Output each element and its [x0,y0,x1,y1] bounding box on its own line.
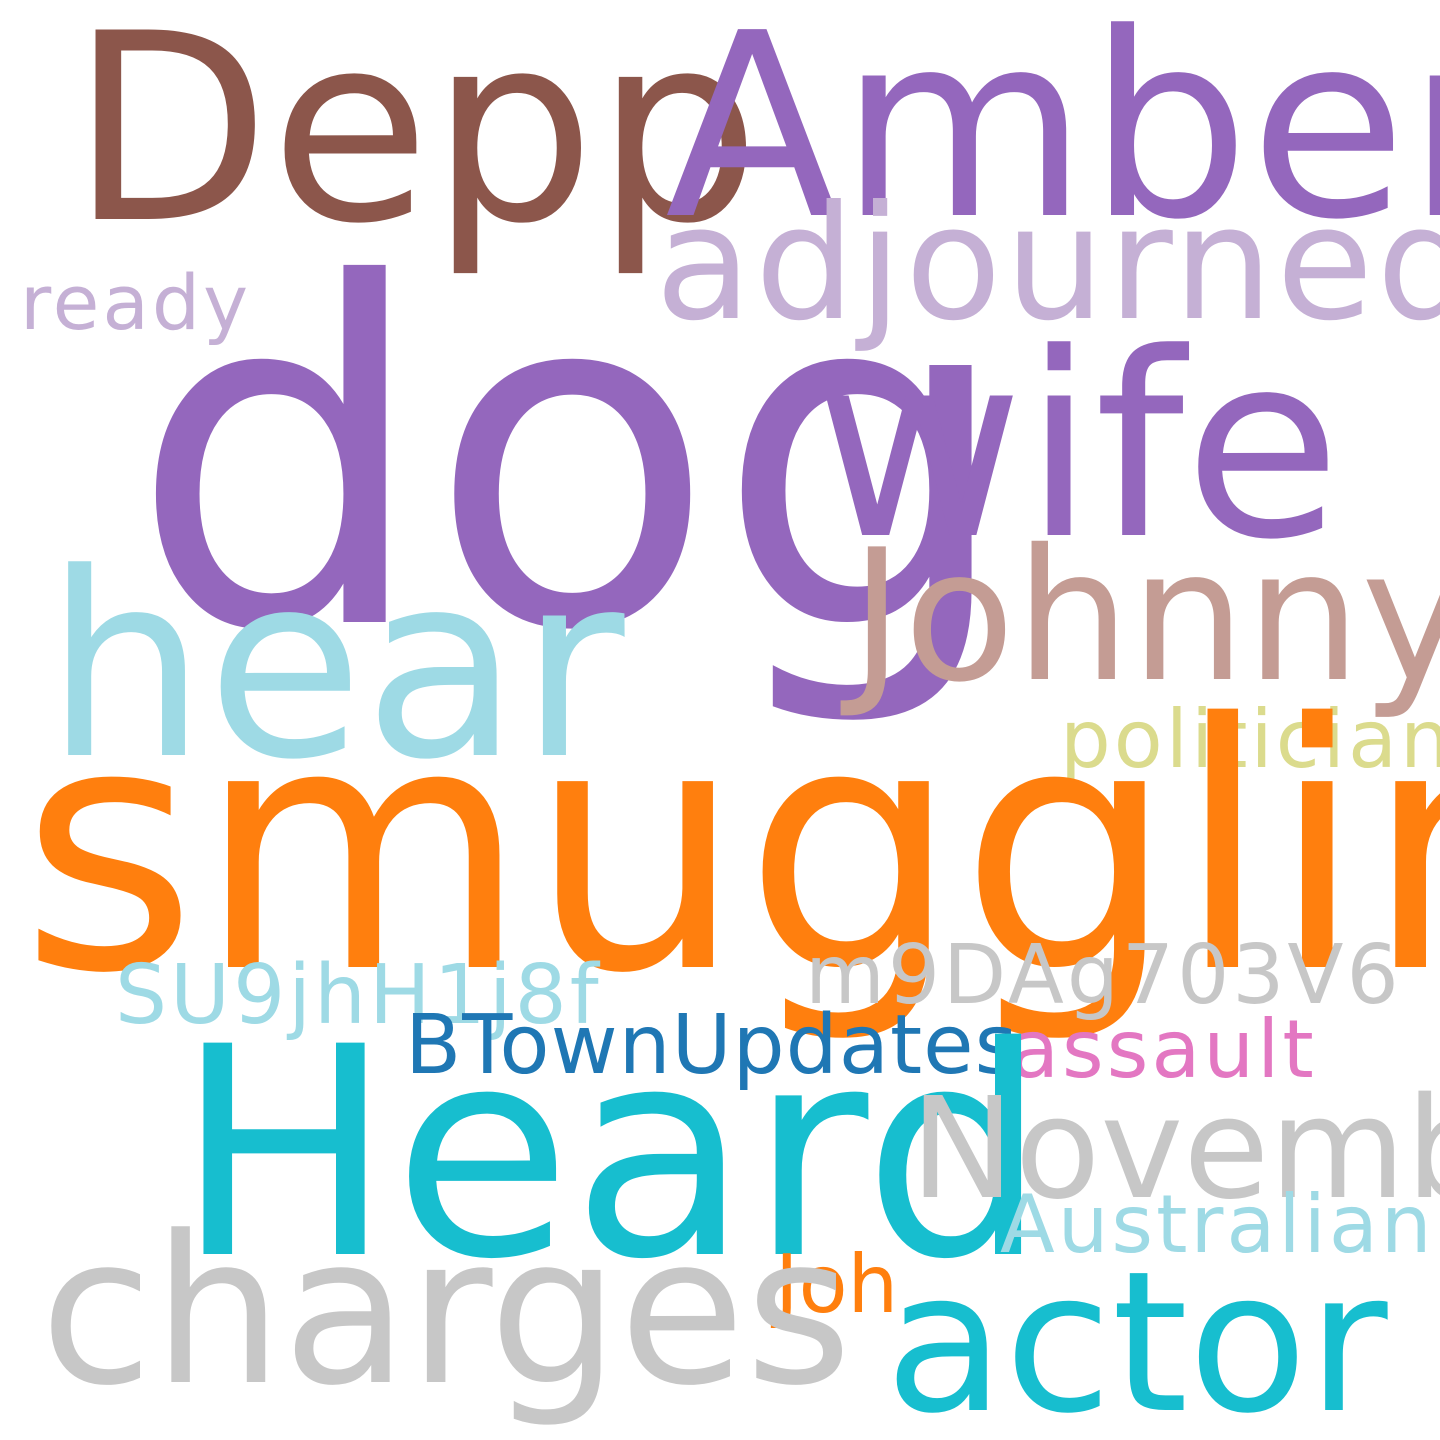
word-hear: hear [45,519,625,816]
word-m9dag703v6: m9DAg703V6 [805,928,1402,1023]
word-dog: dog [130,186,1015,733]
word-depp: Depp [70,0,761,281]
word-johnny: Johnny [850,510,1440,722]
word-ready: ready [20,258,252,347]
word-australian: Australian [1000,1178,1435,1271]
word-politician: politician [1060,693,1440,786]
word-actor: actor [885,1229,1388,1440]
word-smuggling: smuggling [20,652,1440,1048]
word-assault: assault [1010,1003,1317,1096]
word-amber: Amber [665,0,1440,276]
word-su9jhh1j8f: SU9jhH1j8f [115,948,602,1043]
word-btownupdates: BTownUpdates [405,998,1019,1093]
word-adjourned: adjourned [655,172,1440,356]
word-november: November [910,1068,1440,1231]
word-joh: Joh [775,1238,899,1331]
word-charges: charges [40,1193,852,1431]
word-wife: wife [815,299,1342,596]
word-heard: Heard [175,986,1048,1323]
